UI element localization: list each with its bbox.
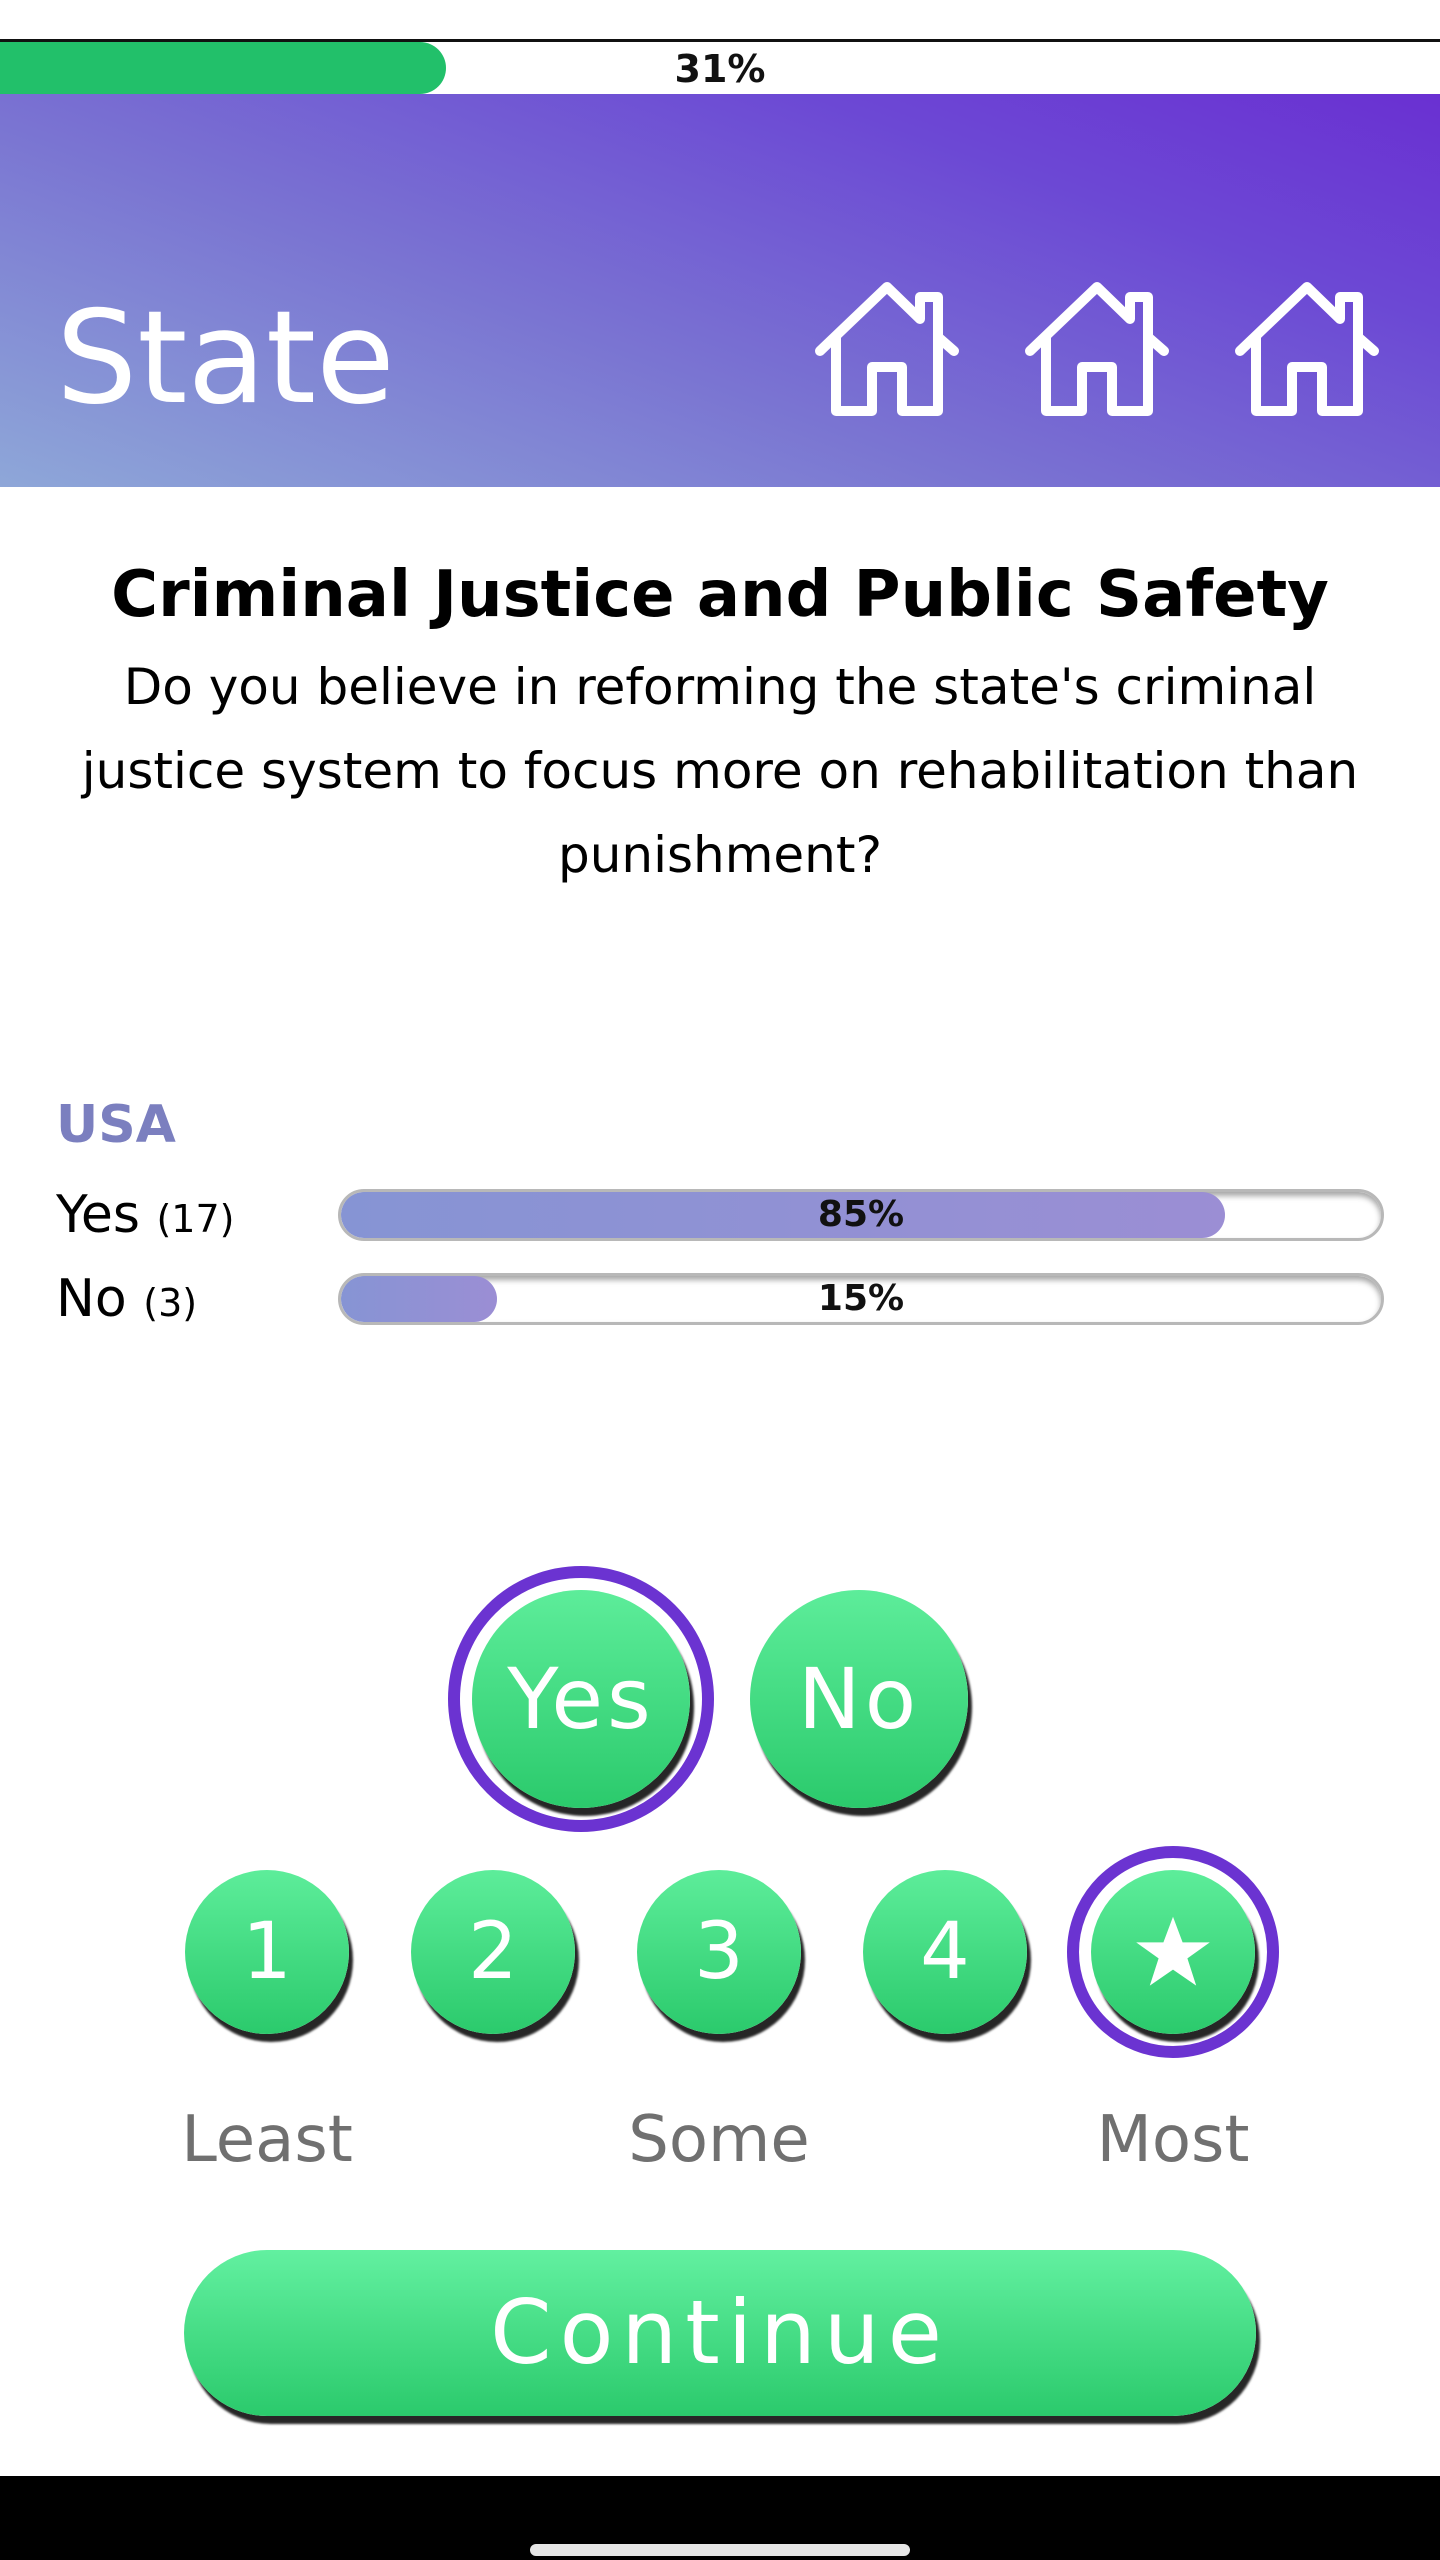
header-banner: State [0,94,1440,487]
result-option-label: Yes [56,1185,140,1245]
scale-label-some: Some [628,2103,810,2177]
home-icon[interactable] [812,279,962,419]
result-label: No (3) [56,1269,197,1333]
scale-label-most: Most [1096,2103,1250,2177]
star-icon [1136,1916,1210,1986]
answer-yes-button[interactable]: Yes [472,1590,690,1808]
home-icon[interactable] [1022,279,1172,419]
result-row-no: No (3) 15% [56,1269,1384,1329]
result-percent: 85% [817,1194,905,1235]
result-bar-fill [341,1276,497,1322]
importance-most-button[interactable] [1091,1870,1255,2034]
result-count: (17) [156,1197,235,1241]
results-region-label: USA [56,1095,176,1155]
result-option-label: No [56,1269,127,1329]
survey-progress-bar: 31% [0,39,1440,94]
scale-label-least: Least [181,2103,353,2177]
result-bar-fill [341,1192,1225,1238]
result-count: (3) [143,1281,198,1325]
home-indicator[interactable] [530,2544,910,2556]
result-bar: 85% [338,1189,1384,1241]
importance-4-button[interactable]: 4 [863,1870,1027,2034]
importance-1-button[interactable]: 1 [185,1870,349,2034]
result-bar: 15% [338,1273,1384,1325]
continue-button[interactable]: Continue [184,2250,1256,2416]
survey-progress-label: 31% [674,47,766,91]
survey-progress-fill [0,42,447,94]
home-icon[interactable] [1232,279,1382,419]
result-label: Yes (17) [56,1185,235,1249]
importance-2-button[interactable]: 2 [411,1870,575,2034]
page-title: State [56,284,395,433]
question-category: Criminal Justice and Public Safety [111,558,1329,632]
result-percent: 15% [817,1278,905,1319]
result-row-yes: Yes (17) 85% [56,1185,1384,1245]
answer-no-button[interactable]: No [750,1590,968,1808]
importance-3-button[interactable]: 3 [637,1870,801,2034]
question-text: Do you believe in reforming the state's … [81,658,1359,884]
